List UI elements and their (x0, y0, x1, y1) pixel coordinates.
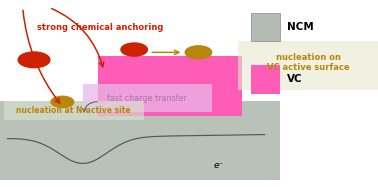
FancyBboxPatch shape (0, 101, 280, 180)
Text: VC: VC (287, 74, 303, 85)
FancyBboxPatch shape (98, 56, 242, 116)
Circle shape (18, 52, 50, 68)
FancyBboxPatch shape (251, 65, 280, 94)
FancyBboxPatch shape (4, 101, 144, 120)
Text: NCM: NCM (287, 22, 314, 32)
Text: strong chemical anchoring: strong chemical anchoring (37, 23, 163, 32)
Text: nucleation on
VC active surface: nucleation on VC active surface (267, 53, 349, 72)
Text: nucleation at N-active site: nucleation at N-active site (16, 106, 131, 115)
Text: e⁻: e⁻ (214, 161, 224, 170)
FancyBboxPatch shape (251, 13, 280, 41)
Circle shape (51, 96, 74, 108)
FancyBboxPatch shape (238, 41, 378, 90)
FancyBboxPatch shape (83, 84, 212, 112)
Text: fast charge transfer: fast charge transfer (107, 94, 187, 103)
Circle shape (185, 46, 212, 59)
Circle shape (121, 43, 147, 56)
